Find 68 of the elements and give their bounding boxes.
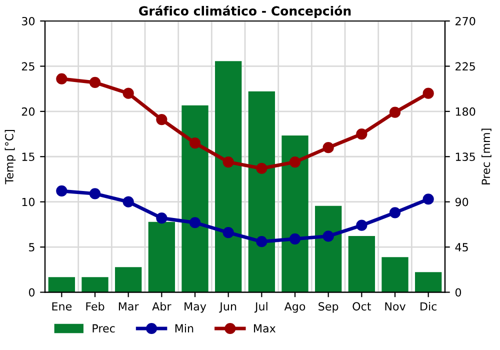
y-tick-label: 25 [22, 62, 34, 71]
y2-tick-label: 225 [456, 62, 475, 71]
bar [148, 222, 175, 292]
y2-tick-label: 0 [455, 288, 462, 297]
point [156, 212, 168, 224]
y2-axis-title: Prec [mm] [481, 128, 492, 184]
chart-title: Gráfico climático - Concepción [139, 5, 351, 18]
bar [315, 206, 342, 292]
x-tick-label: Ago [284, 302, 306, 313]
y2-tick-label: 90 [455, 198, 468, 206]
point [56, 73, 68, 84]
bar [215, 61, 242, 292]
bar [282, 136, 308, 292]
point [122, 196, 134, 208]
bar [415, 272, 442, 292]
point [322, 142, 334, 154]
point [422, 88, 434, 99]
point [422, 194, 434, 205]
x-tick-label: Abr [152, 302, 172, 311]
point [89, 188, 101, 200]
point [289, 156, 301, 168]
bar [348, 236, 375, 292]
x-tick-label: Mar [118, 302, 139, 311]
point [189, 138, 201, 149]
y2-tick-label: 45 [455, 243, 468, 252]
bar [382, 257, 408, 292]
legend-label: Prec [92, 324, 115, 333]
point [122, 88, 134, 99]
y-tick-label: 0 [28, 288, 35, 297]
bar [82, 277, 108, 292]
y2-tick-label: 135 [456, 152, 475, 162]
point [56, 185, 68, 197]
y-tick-label: 10 [22, 198, 35, 206]
y-axis-title: Temp [°C] [4, 130, 16, 184]
y-tick-label: 15 [22, 152, 34, 162]
point [256, 236, 268, 248]
x-tick-label: Sep [318, 302, 338, 313]
point [222, 156, 234, 168]
y2-tick-label: 180 [456, 107, 476, 116]
point [89, 76, 101, 88]
point [256, 162, 268, 174]
y-tick-label: 30 [22, 16, 35, 26]
bar [48, 277, 75, 292]
point [356, 220, 368, 231]
y2-tick-label: 270 [456, 16, 476, 26]
point [322, 230, 334, 242]
x-tick-label: Oct [352, 302, 372, 311]
y-tick-label: 20 [22, 107, 35, 116]
bar [182, 105, 208, 292]
x-tick-label: Jul [254, 302, 268, 313]
x-tick-label: Nov [385, 302, 406, 311]
x-tick-label: Jun [219, 302, 236, 313]
point [389, 106, 401, 118]
point [156, 114, 168, 126]
legend-label: Min [175, 324, 194, 332]
y-tick-label: 5 [29, 243, 34, 252]
bar [248, 91, 275, 292]
point [356, 128, 368, 140]
point [289, 233, 301, 244]
x-tick-label: Ene [52, 302, 72, 311]
point [389, 207, 401, 218]
x-tick-label: Feb [86, 302, 104, 311]
legend-label: Max [254, 324, 276, 333]
point [189, 217, 201, 228]
x-tick-label: Dic [420, 302, 437, 311]
x-tick-label: May [184, 302, 206, 313]
point [222, 227, 234, 238]
bar [115, 267, 142, 292]
